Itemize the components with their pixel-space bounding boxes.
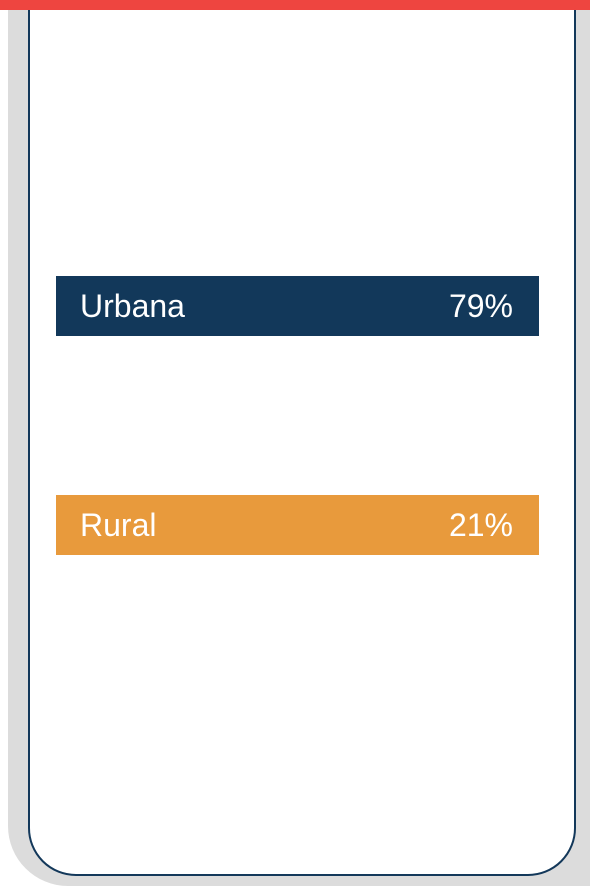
row-value: 79%	[448, 287, 513, 324]
top-bar	[0, 0, 590, 10]
card	[28, 0, 576, 876]
row-value: 21%	[448, 506, 513, 543]
row-label: Urbana	[80, 287, 185, 324]
row-rural: Rural 21%	[56, 495, 539, 555]
row-urbana: Urbana 79%	[56, 276, 539, 336]
row-label: Rural	[80, 506, 157, 543]
